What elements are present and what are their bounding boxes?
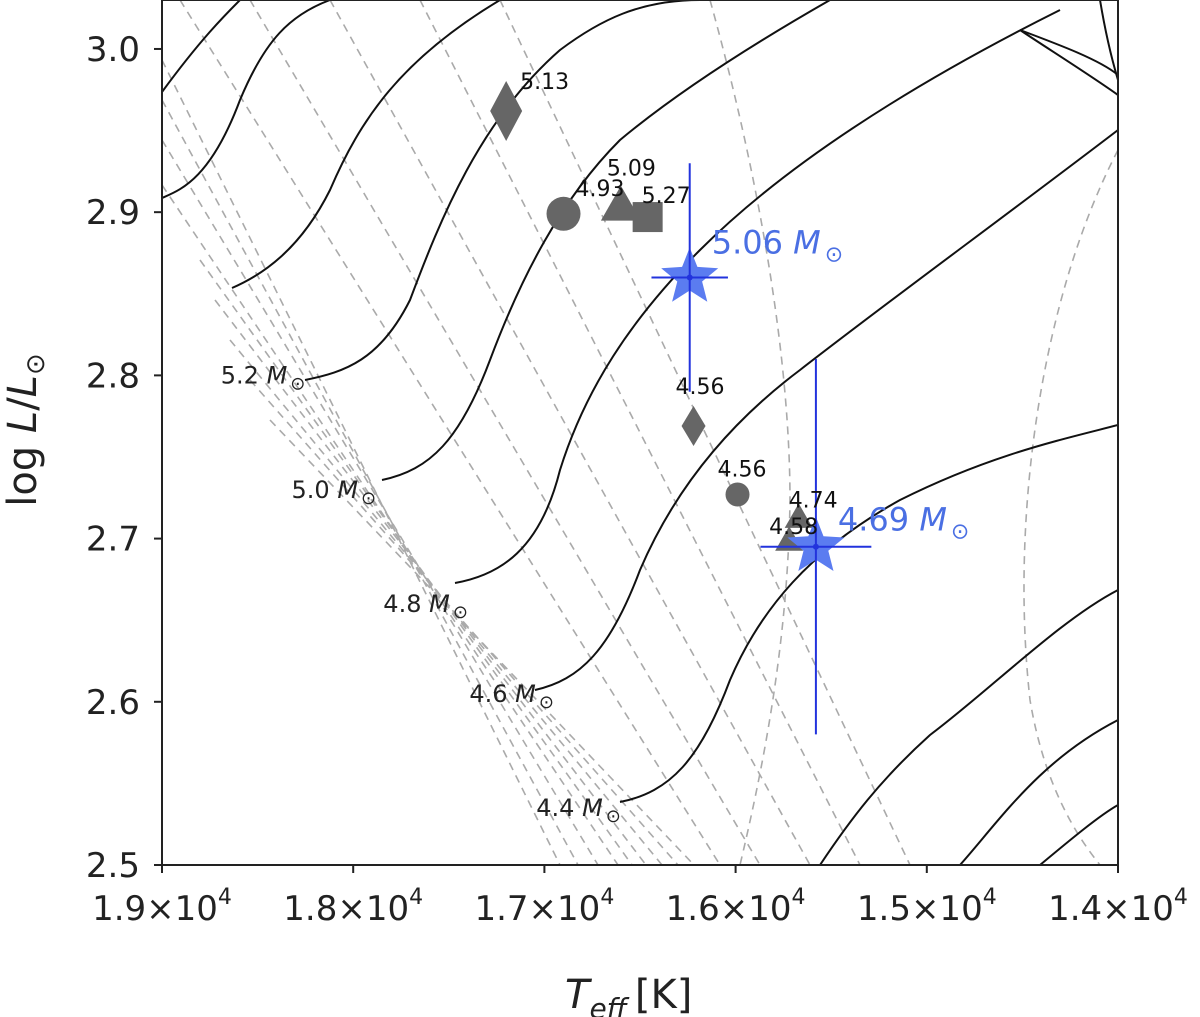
isochrone-line-11 [329,0,811,865]
isochrone-line-2 [162,139,599,865]
track-line-8 [819,589,1118,865]
x-tick-label-5: 1.4×104 [1048,885,1188,929]
track-line-7 [619,424,1118,803]
y-tick-label-1: 2.6 [86,683,140,723]
track-line-9 [959,719,1118,865]
point-label-0: 5.13 [520,70,569,95]
track-line-5 [454,9,1061,584]
y-tick-label-4: 2.9 [86,193,140,233]
track-line-6 [534,129,1118,691]
point-marker-1 [546,196,581,231]
mass-label-4: 4.4 M ⊙ [536,794,621,827]
plot-frame [161,0,1119,866]
x-tick-label-2: 1.7×104 [474,885,614,929]
isochrone-line-9 [179,0,721,865]
point-label-5: 4.56 [718,458,767,483]
point-marker-5 [725,482,750,507]
isochrone-line-1 [162,99,579,865]
x-tick-label-3: 1.6×104 [666,885,806,929]
point-marker-4 [681,405,706,446]
star-label-0: 5.06 M ⊙ [712,223,843,267]
star-markers [651,163,872,735]
plot-area [162,0,1118,865]
track-line-12 [1099,0,1118,81]
mass-label-2: 4.8 M ⊙ [383,590,468,623]
isochrone-lines [162,0,1118,865]
isochrone-curve-2 [1023,149,1118,865]
y-axis-title: log L/L⊙ [0,353,51,507]
isochrone-line-4 [199,259,633,865]
track-line-11 [1019,29,1118,76]
point-label-2: 5.09 [607,157,656,182]
isochrone-line-13 [499,0,911,865]
x-tick-label-4: 1.5×104 [857,885,997,929]
isochrone-line-12 [419,0,861,865]
mass-label-1: 5.0 M ⊙ [292,476,377,509]
point-label-4: 4.56 [676,375,725,400]
point-marker-3 [632,202,663,233]
x-axis-title: Teff [K] [565,972,692,1017]
isochrone-curve-1 [709,0,791,865]
isochrone-line-0 [162,59,561,865]
x-tick-label-1: 1.8×104 [283,885,423,929]
track-line-1 [162,0,331,199]
y-tick-label-5: 3.0 [86,30,140,70]
track-line-13 [1019,29,1118,96]
track-line-10 [1039,804,1118,865]
point-label-6: 4.74 [789,488,838,513]
star-label-1: 4.69 M ⊙ [838,501,969,545]
track-line-4 [381,0,831,481]
track-line-0 [162,0,241,93]
isochrone-line-8 [269,419,695,865]
axis-ticks: 1.9×104 1.8×104 1.7×104 1.6×104 1.5×104 1.4×1… [86,30,1188,929]
y-tick-label-2: 2.7 [86,520,140,560]
point-label-7: 4.58 [769,515,818,540]
x-tick-label-0: 1.9×104 [92,885,232,929]
point-label-1: 4.93 [576,177,625,202]
mass-label-3: 4.6 M ⊙ [469,680,554,713]
y-tick-label-3: 2.8 [86,356,140,396]
track-line-2 [231,0,501,289]
track-line-3 [304,0,701,381]
point-marker-0 [490,80,523,141]
point-label-3: 5.27 [642,184,691,209]
point-marker-6 [784,503,813,528]
point-marker-2 [600,185,641,221]
evolutionary-tracks [162,0,1118,865]
annotations: 5.13 4.935.095.27 4.56 4.56 4.744.58 5.06 M ⊙ 4… [221,70,970,827]
y-tick-label-0: 2.5 [86,846,140,886]
star-center-0 [686,274,693,281]
mass-label-0: 5.2 M ⊙ [221,362,306,395]
star-center-1 [812,543,819,550]
